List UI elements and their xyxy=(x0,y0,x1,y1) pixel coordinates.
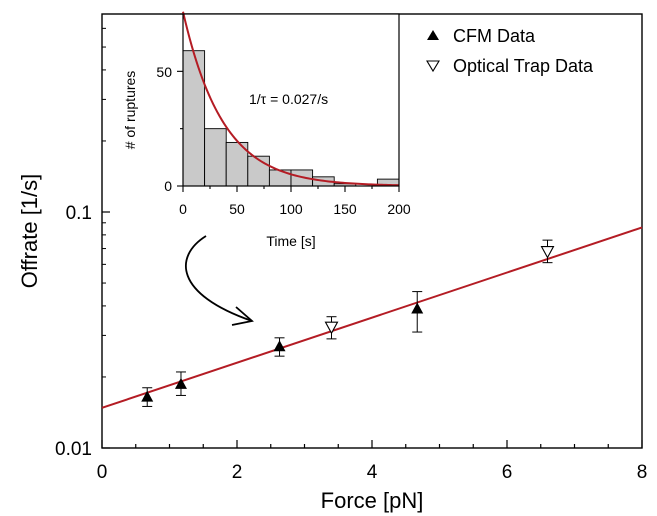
cfm-data-point xyxy=(411,302,424,314)
legend-optical-trap-marker xyxy=(426,60,440,73)
main-x-ticks xyxy=(101,440,643,448)
x-tick-label-4: 4 xyxy=(367,462,378,483)
inset-y-tick-label-50: 50 xyxy=(156,64,172,80)
main-y-ticks xyxy=(102,211,110,449)
inset-x-axis-title: Time [s] xyxy=(266,233,315,249)
histogram-bar xyxy=(182,50,206,187)
main-plot: 0 2 4 6 8 0.01 0.1 Force [pN] Offrate [1… xyxy=(17,13,648,513)
inset-x-tick-label-100: 100 xyxy=(279,201,303,217)
x-tick-label-8: 8 xyxy=(637,462,648,483)
inset-x-tick-label-0: 0 xyxy=(179,201,187,217)
histogram-bar xyxy=(204,128,227,187)
inset-x-tick-label-200: 200 xyxy=(387,201,411,217)
inset-fit-curve xyxy=(182,11,400,187)
main-fit-line xyxy=(101,226,643,409)
x-tick-label-0: 0 xyxy=(97,462,108,483)
optical-trap-data-point xyxy=(324,321,339,335)
inset-histogram: 0 50 100 150 200 0 50 Time [s] # of rupt… xyxy=(122,11,411,249)
inset-rate-annotation: 1/τ = 0.027/s xyxy=(249,91,328,107)
cfm-data-point xyxy=(273,340,286,352)
inset-x-tick-label-150: 150 xyxy=(333,201,357,217)
curved-arrow-icon xyxy=(185,235,254,326)
x-axis-title: Force [pN] xyxy=(321,488,424,513)
legend-cfm-label: CFM Data xyxy=(453,26,536,46)
x-tick-label-6: 6 xyxy=(502,462,513,483)
inset-x-ticks xyxy=(182,186,400,192)
legend-cfm-marker xyxy=(427,30,439,40)
main-y-minor-ticks xyxy=(102,27,106,378)
y-axis-title: Offrate [1/s] xyxy=(17,174,42,289)
inset-y-ticks xyxy=(177,13,183,187)
x-tick-label-2: 2 xyxy=(232,462,243,483)
inset-x-tick-label-50: 50 xyxy=(229,201,245,217)
y-tick-label-0.1: 0.1 xyxy=(66,203,92,224)
legend-optical-trap-label: Optical Trap Data xyxy=(453,56,594,76)
main-data-points xyxy=(141,239,555,407)
y-tick-label-0.01: 0.01 xyxy=(55,439,92,460)
optical-trap-data-point xyxy=(540,245,555,259)
inset-y-axis-title: # of ruptures xyxy=(122,71,138,150)
cfm-data-point xyxy=(174,377,187,389)
cfm-data-point xyxy=(141,390,154,402)
legend: CFM Data Optical Trap Data xyxy=(426,26,594,76)
inset-y-tick-label-0: 0 xyxy=(164,178,172,194)
